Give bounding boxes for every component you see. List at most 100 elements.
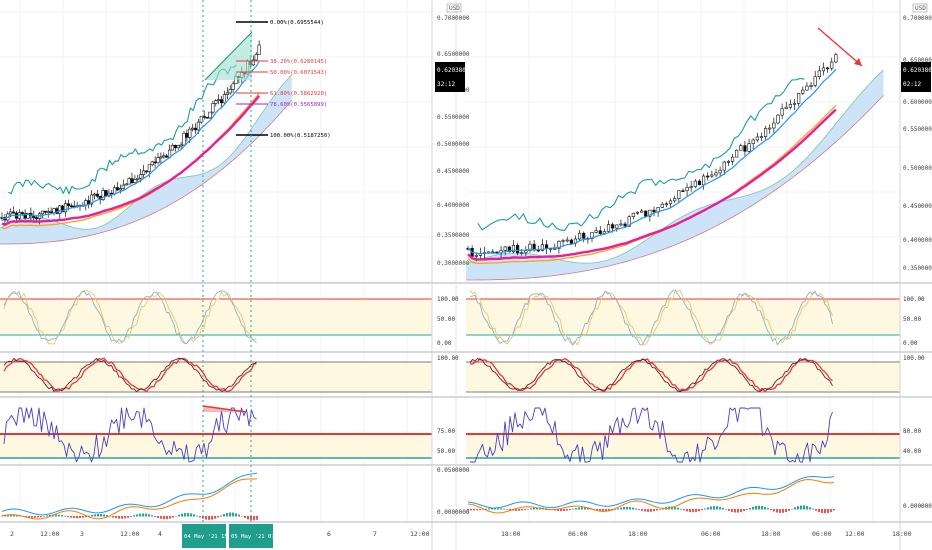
macd-histogram-bar <box>515 509 517 511</box>
rsi-tick-label: 80.00 <box>903 428 921 435</box>
macd-histogram-bar <box>49 514 51 517</box>
currency-box <box>446 3 462 13</box>
candle-body <box>792 103 797 105</box>
price-tick-label: 0.5500000 <box>903 126 932 133</box>
macd-histogram-bar <box>10 514 12 517</box>
countdown-label: 32:12 <box>437 81 455 88</box>
macd-histogram-bar <box>160 516 162 519</box>
candle-body <box>759 136 764 138</box>
candle-body <box>536 249 540 252</box>
candle-body <box>139 174 143 179</box>
candle-body <box>257 44 261 55</box>
macd-histogram-bar <box>806 506 808 510</box>
price-tick-label: 0.3500000 <box>437 232 470 239</box>
stoch2-k-line <box>469 358 833 393</box>
candle-body <box>751 139 755 144</box>
macd-histogram-bar <box>698 509 700 512</box>
candle-body <box>503 246 507 251</box>
macd-histogram-bar <box>202 516 204 519</box>
macd-histogram-bar <box>61 515 63 517</box>
time-tick-label: 2 <box>10 530 14 538</box>
cloud-span-b <box>0 99 293 245</box>
stoch-d-line <box>3 290 257 345</box>
candle-body <box>697 180 702 186</box>
candle-body <box>474 255 478 257</box>
rsi-band <box>466 434 900 458</box>
macd-histogram-bar <box>776 509 778 513</box>
macd-histogram-bar <box>767 508 769 510</box>
macd-histogram-bar <box>653 509 655 512</box>
macd-histogram-bar <box>521 509 523 511</box>
candle-body <box>763 128 768 137</box>
macd-histogram-bar <box>704 508 706 510</box>
price-tick-label: 0.5000000 <box>437 141 470 148</box>
candle-body <box>569 239 573 244</box>
macd-histogram-bar <box>641 509 643 511</box>
macd-histogram-bar <box>124 516 126 519</box>
macd-histogram-bar <box>722 507 724 510</box>
macd-histogram-bar <box>250 516 252 521</box>
time-tick-label: 18:00 <box>761 530 781 538</box>
macd-histogram-bar <box>815 509 817 511</box>
candle-body <box>788 103 792 108</box>
candle-body <box>95 193 99 197</box>
left-price-pane[interactable] <box>0 40 293 245</box>
macd-histogram-bar <box>569 509 571 510</box>
macd-histogram-bar <box>106 515 108 517</box>
candle-body <box>133 179 137 183</box>
trend-arrow-line <box>817 27 863 67</box>
candle-body <box>156 157 160 163</box>
candle-body <box>199 116 203 123</box>
candle-body <box>606 224 611 232</box>
macd-histogram-bar <box>632 507 634 510</box>
candle-body <box>619 223 623 226</box>
macd-histogram-bar <box>713 506 715 510</box>
macd-histogram-bar <box>689 509 691 513</box>
macd-histogram-bar <box>803 505 805 510</box>
macd-tick-label: 0.0000000 <box>903 503 932 510</box>
stoch-band <box>0 299 432 335</box>
macd-histogram-bar <box>91 514 93 517</box>
candle-body <box>594 230 598 233</box>
time-tick-label: 18:00 <box>892 530 912 538</box>
macd-histogram-bar <box>683 509 685 511</box>
time-tick-label: 18:00 <box>501 530 521 538</box>
macd-histogram-bar <box>232 512 234 517</box>
fib-retracement[interactable]: 0.00%(0.6955544) 38.20%(0.6280145) 50.00%(… <box>202 0 331 522</box>
ma-magenta <box>467 108 837 261</box>
macd-histogram-bar <box>824 509 826 514</box>
candle-body <box>9 211 13 215</box>
candle-body <box>170 144 175 151</box>
candle-body <box>813 76 817 86</box>
macd-histogram-bar <box>223 514 225 517</box>
stoch-tick-label: 100.00 <box>437 296 459 303</box>
stoch-tick-label: 0.00 <box>903 340 918 347</box>
macd-histogram-bar <box>244 516 246 519</box>
macd-histogram-bar <box>563 509 565 512</box>
candle-body <box>136 177 140 180</box>
macd-histogram-bar <box>16 515 18 517</box>
macd-histogram-bar <box>473 509 475 511</box>
price-tick-label: 0.3500000 <box>903 265 932 272</box>
candle-body <box>660 203 664 208</box>
macd-histogram-bar <box>181 513 183 517</box>
candle-body <box>693 180 697 187</box>
oscillator-lines <box>1 289 835 521</box>
candle-body <box>520 252 524 254</box>
candle-body <box>817 70 821 77</box>
macd-histogram-bar <box>154 516 156 517</box>
candle-body <box>644 210 648 217</box>
candle-body <box>743 145 747 152</box>
candle-body <box>231 83 235 90</box>
macd-histogram-bar <box>157 516 159 518</box>
macd-histogram-bar <box>28 516 30 518</box>
macd-histogram-bar <box>121 516 123 519</box>
candle-body <box>714 172 718 176</box>
right-price-pane[interactable] <box>465 27 884 281</box>
macd-histogram-bar <box>566 509 568 511</box>
macd-histogram-bar <box>773 509 775 512</box>
macd-histogram-bar <box>88 515 90 517</box>
macd-histogram-bar <box>710 506 712 510</box>
candle-body <box>635 211 640 214</box>
candle-body <box>63 203 68 213</box>
